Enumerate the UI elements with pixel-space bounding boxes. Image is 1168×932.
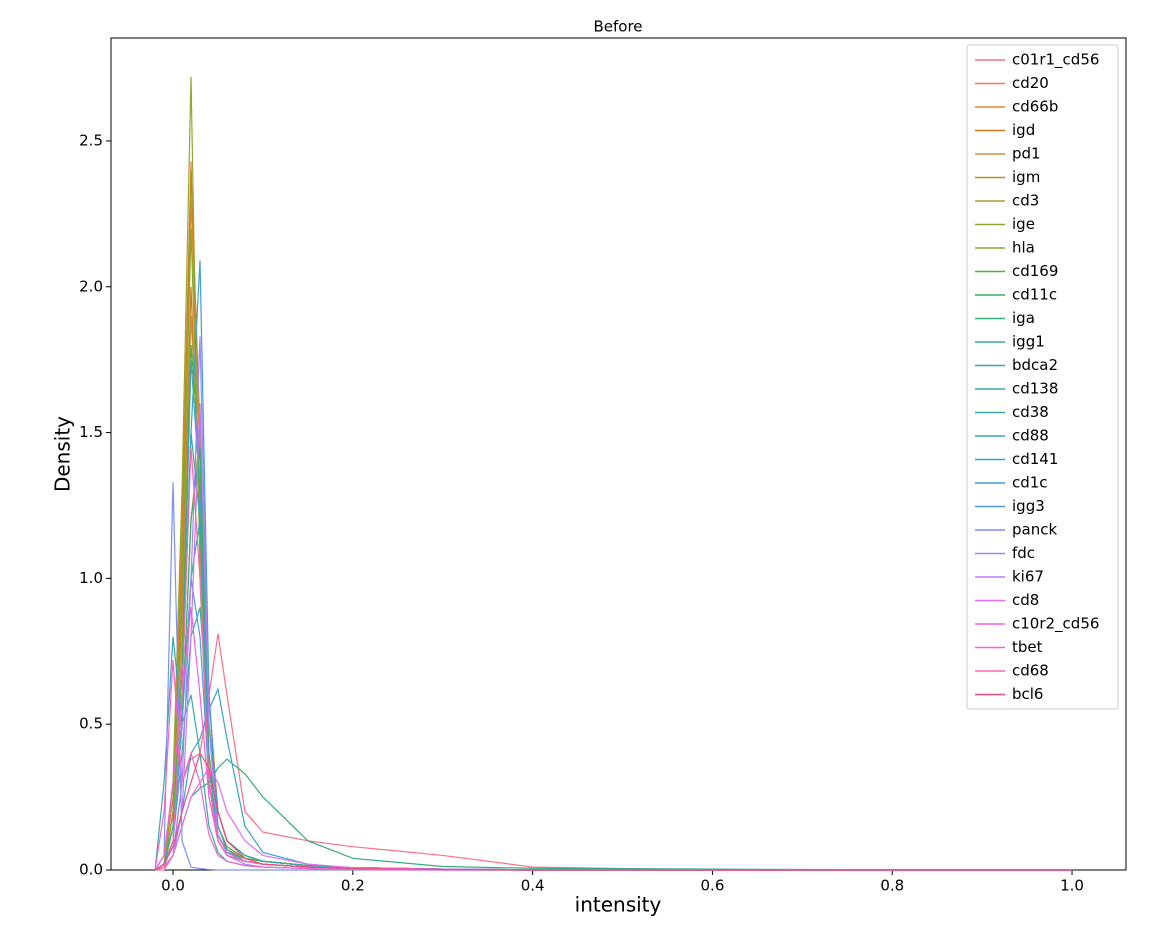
legend-label: cd3 [1012, 192, 1039, 210]
legend-label: cd11c [1012, 286, 1057, 304]
density-line [155, 633, 1073, 871]
legend-label: panck [1012, 521, 1057, 539]
legend-label: tbet [1012, 638, 1043, 656]
density-line [154, 260, 1073, 871]
density-line [154, 345, 1073, 871]
legend-label: igg1 [1012, 333, 1045, 351]
density-line [154, 170, 1073, 871]
chart-title: Before [593, 18, 642, 36]
legend-label: cd88 [1012, 427, 1049, 445]
density-line [154, 228, 1073, 871]
legend-label: bcl6 [1012, 685, 1043, 703]
density-line [154, 687, 1073, 871]
legend-label: cd141 [1012, 450, 1058, 468]
legend-label: pd1 [1012, 145, 1041, 163]
density-line [154, 286, 1073, 871]
legend-box [966, 44, 1119, 710]
density-line [154, 607, 1073, 871]
density-line [154, 432, 1073, 871]
legend-label: c10r2_cd56 [1012, 615, 1099, 634]
legend-label: cd68 [1012, 662, 1049, 680]
legend-label: igg3 [1012, 497, 1045, 515]
density-line [154, 336, 1073, 871]
legend-label: cd138 [1012, 380, 1058, 398]
density-line [154, 161, 1073, 871]
x-tick-label: 1.0 [1060, 877, 1084, 895]
legend-label: fdc [1012, 544, 1035, 562]
density-line [154, 403, 1073, 871]
y-tick-label: 1.5 [79, 423, 103, 441]
y-tick-label: 2.5 [79, 131, 103, 149]
density-line [154, 636, 1073, 871]
y-tick-label: 1.0 [79, 569, 103, 587]
x-tick-label: 0.0 [161, 877, 185, 895]
y-tick-label: 2.0 [79, 277, 103, 295]
y-axis-label: Density [51, 416, 75, 492]
x-tick-label: 0.2 [341, 877, 365, 895]
density-line [154, 199, 1073, 871]
legend-label: cd20 [1012, 74, 1049, 92]
density-line [154, 607, 1073, 871]
density-line [154, 751, 1073, 871]
x-tick-label: 0.8 [880, 877, 904, 895]
density-line [154, 359, 1073, 871]
density-line [154, 758, 1073, 871]
x-tick-label: 0.6 [701, 877, 725, 895]
legend-label: hla [1012, 239, 1035, 257]
density-line [154, 447, 1073, 871]
density-line [154, 766, 1073, 871]
legend-label: c01r1_cd56 [1012, 51, 1099, 70]
legend-label: igd [1012, 121, 1035, 139]
density-line [154, 432, 1073, 871]
legend-label: ige [1012, 215, 1035, 233]
density-line [154, 447, 1073, 871]
density-line [154, 482, 1073, 871]
density-line [154, 519, 1073, 871]
density-line [154, 76, 1073, 871]
x-tick-label: 0.4 [521, 877, 545, 895]
x-axis-label: intensity [575, 893, 662, 917]
density-line [154, 315, 1073, 871]
legend-label: cd8 [1012, 591, 1039, 609]
legend-label: cd38 [1012, 403, 1049, 421]
legend-label: iga [1012, 309, 1035, 327]
legend-label: bdca2 [1012, 356, 1058, 374]
legend-label: cd66b [1012, 98, 1058, 116]
legend-label: cd169 [1012, 262, 1058, 280]
y-tick-label: 0.0 [79, 861, 103, 879]
density-line [154, 659, 1073, 871]
legend-label: igm [1012, 168, 1040, 186]
legend-label: cd1c [1012, 474, 1048, 492]
y-tick-label: 0.5 [79, 715, 103, 733]
legend-label: ki67 [1012, 568, 1044, 586]
